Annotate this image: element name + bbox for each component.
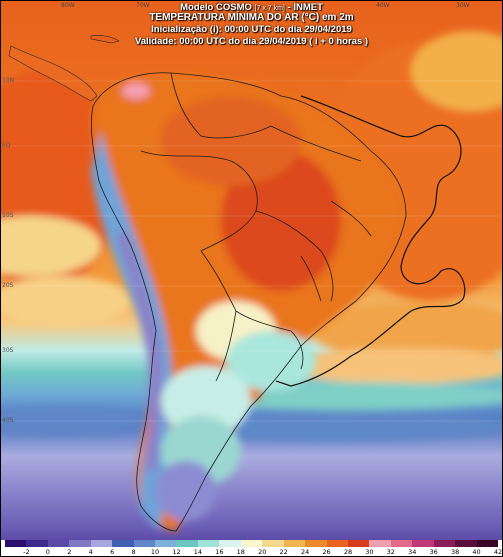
colorbar-swatch (90, 540, 113, 547)
init-time: Inicialização (i): 00:00 UTC do dia 29/0… (151, 24, 352, 35)
lat-label-10n: 10N (2, 77, 15, 84)
colorbar-label: 12 (172, 548, 181, 556)
colorbar-label: 26 (322, 548, 331, 556)
lon-label-30w: 30W (456, 2, 470, 9)
colorbar-swatch (26, 540, 49, 547)
model-resolution: [7 x 7 km] (254, 5, 285, 12)
lat-label-10s: 10S (2, 212, 14, 219)
model-title: Modelo COSMO [7 x 7 km] - INMET (1, 2, 502, 13)
colorbar-swatch (47, 540, 70, 547)
colorbar-swatch (283, 540, 306, 547)
lat-label-40s: 40S (2, 417, 14, 424)
colorbar-swatch (326, 540, 349, 547)
temperature-fields (1, 31, 502, 442)
colorbar-swatch (155, 540, 177, 547)
continent (91, 72, 406, 531)
colorbar-label: 28 (343, 548, 353, 556)
lon-label-70w: 70W (136, 2, 150, 9)
lat-label-eq: EQ (2, 142, 11, 149)
colorbar-label: 34 (408, 548, 417, 556)
lon-label-40w: 40W (376, 2, 390, 9)
colorbar-swatch (219, 540, 242, 547)
colorbar-label: -2 (23, 548, 30, 556)
political-borders (91, 72, 407, 532)
colorbar-swatch (176, 540, 199, 547)
colorbar-swatch (262, 540, 285, 547)
lon-label-60w: 60W (216, 2, 230, 9)
model-name: Modelo COSMO (180, 2, 252, 13)
lon-label-80w: 80W (61, 2, 75, 9)
colorbar-swatch (369, 540, 392, 547)
colorbar-swatch (455, 540, 478, 547)
graticule (1, 80, 502, 422)
map-title: TEMPERATURA MÍNIMA DO AR (°C) em 2m (149, 12, 354, 23)
colorbar-swatch (133, 540, 156, 547)
colorbar-swatch (390, 540, 413, 547)
colorbar-label: 42 (493, 548, 503, 556)
colorbar-swatch (69, 540, 92, 547)
colorbar-label: 30 (365, 548, 374, 556)
colorbar-swatch (197, 540, 220, 547)
colorbar-swatch (412, 540, 435, 547)
colorbar-label: 22 (279, 548, 288, 556)
colorbar-label: 40 (472, 548, 481, 556)
agency-name: - INMET (287, 2, 323, 13)
colorbar-swatch (476, 540, 499, 547)
colorbar-swatch (305, 540, 327, 547)
colorbar-label: 20 (258, 548, 267, 556)
colorbar-label: 24 (300, 548, 310, 556)
colorbar-label: 10 (150, 548, 160, 556)
valid-time: Validade: 00:00 UTC do dia 29/04/2019 ( … (134, 36, 369, 47)
colorbar-swatch (112, 540, 135, 547)
colorbar-label: 18 (236, 548, 245, 556)
colorbar-label: 16 (215, 548, 224, 556)
colorbar-label: 8 (131, 548, 136, 556)
colorbar-swatch (433, 540, 456, 547)
colorbar: -2 0 2 4 6 8 10 12 14 16 18 20 22 24 26 28 30 32 34 36 38 40 4… (1, 540, 502, 556)
colorbar-swatch (240, 540, 263, 547)
colorbar-label: 38 (450, 548, 460, 556)
colorbar-label: 36 (429, 548, 438, 556)
central-america (8, 45, 98, 102)
colorbar-label: 0 (45, 548, 50, 556)
colorbar-label: 2 (67, 548, 72, 556)
caribbean-islands (90, 35, 120, 44)
colorbar-swatch (347, 540, 370, 547)
lon-label-50w: 50W (296, 2, 310, 9)
colorbar-swatch (5, 540, 27, 547)
colorbar-label: 6 (110, 548, 115, 556)
lat-label-30s: 30S (2, 347, 14, 354)
colorbar-label: 4 (88, 548, 93, 556)
lat-label-20s: 20S (2, 282, 14, 289)
maritime-boundary (275, 95, 466, 387)
colorbar-label: 14 (193, 548, 203, 556)
colorbar-label: 32 (386, 548, 395, 556)
